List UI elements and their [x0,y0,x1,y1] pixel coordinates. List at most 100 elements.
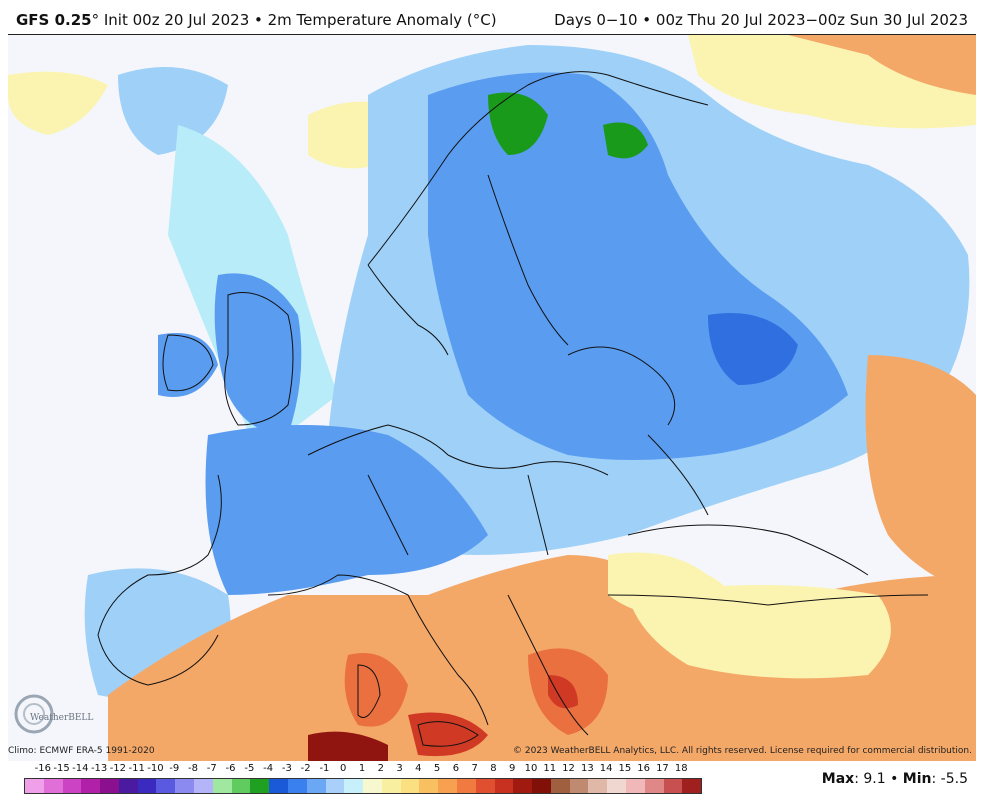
colorbar-segment [212,779,232,793]
colorbar-segment [438,779,457,793]
bothnia-coast [487,174,569,346]
italy-coast [267,574,489,726]
map-title: GFS 0.25° Init 00z 20 Jul 2023 • 2m Temp… [16,11,497,29]
coastlines [97,71,929,747]
copyright-notice: © 2023 WeatherBELL Analytics, LLC. All r… [513,746,972,756]
colorbar-segment [663,779,683,793]
colorbar-tick-label: -2 [300,763,311,774]
colorbar-segment [325,779,345,793]
ukraine-border [647,434,709,516]
colorbar-scale [24,778,702,794]
baltic-states-border [567,346,676,426]
black-sea-south-coast [607,594,929,606]
colorbar-tick-label: -6 [225,763,236,774]
colorbar-segment [682,779,702,793]
colorbar-segment [269,779,288,793]
ireland-coast [162,334,214,392]
colorbar-segment [532,779,551,793]
colorbar-segment [513,779,533,793]
map-canvas [8,35,976,761]
colorbar-tick-label: -7 [206,763,217,774]
colorbar-tick-label: -10 [147,763,164,774]
colorbar-tick-label: -16 [34,763,51,774]
very-cold-lapland [488,92,548,155]
header: GFS 0.25° Init 00z 20 Jul 2023 • 2m Temp… [0,0,984,34]
model-name: GFS 0.25 [16,11,92,29]
iberia-coast [97,474,222,686]
colorbar-tick-label: -13 [90,763,108,774]
sardinia-coast [357,664,381,718]
logo-inner-swirl [23,703,45,725]
colorbar-tick-label: 8 [490,763,497,774]
colorbar-tick-label: -11 [128,763,145,774]
warm-east-region [865,355,976,595]
colorbar-segment [156,779,176,793]
anomaly-map [8,34,976,761]
logo-text: WeatherBELL [30,713,93,723]
colorbar-tick-label: 17 [656,763,669,774]
max-value: 9.1 [863,771,886,787]
colorbar-tick-label: 4 [415,763,422,774]
hot-sardinia [344,653,408,727]
colorbar-tick-label: 14 [599,763,613,774]
colorbar-segment [626,779,645,793]
colorbar-segment [475,779,495,793]
period-label: Days 0−10 • 00z Thu 20 Jul 2023−00z Sun … [554,11,968,29]
very-cold-karelia [603,122,648,159]
central-europe-border [447,454,609,476]
colorbar-segment [381,779,401,793]
colorbar-tick-label: 3 [396,763,403,774]
colorbar-segment [118,779,138,793]
weatherbell-logo: WeatherBELL [14,694,93,734]
colorbar-segment [250,779,270,793]
colorbar-tick-label: -8 [188,763,198,774]
colorbar-tick-label: -12 [109,763,127,774]
degree-symbol: ° [91,11,100,29]
colorbar-tick-label: 11 [543,763,557,774]
max-min-separator: • [890,771,899,787]
logo-swirl-icon [14,694,54,734]
colorbar-tick-label: 15 [618,763,632,774]
colorbar-tick-label: -5 [244,763,255,774]
britain-coast [224,292,294,426]
colorbar-tick-label: -4 [263,763,274,774]
colorbar-segment [363,779,382,793]
colorbar-segment [81,779,101,793]
colorbar-tick-label: 0 [340,763,347,774]
colorbar-segment [194,779,213,793]
init-label: Init 00z 20 Jul 2023 • 2m Temperature An… [103,11,497,29]
scandinavia-coast [367,71,709,266]
colorbar-segment [62,779,82,793]
anomaly-region-warm-arctic-core [788,35,976,95]
colorbar-tick-label: -9 [169,763,180,774]
ireland-region [158,333,218,397]
colorbar-segment [231,779,251,793]
colorbar-segment [306,779,326,793]
poland-border [527,474,549,556]
colorbar-tick-label: 18 [674,763,688,774]
colorbar-segment [25,779,44,793]
sicily-coast [417,721,479,747]
colorbar-segment [456,779,476,793]
colorbar-segment [419,779,439,793]
colorbar-segment [494,779,514,793]
britain-region [214,273,302,435]
colorbar-tick-label: 1 [358,763,366,774]
france-germany-border [367,474,409,556]
colorbar-tick-label: 13 [580,763,594,774]
colorbar-segment [137,779,157,793]
min-value: -5.5 [940,771,968,787]
colorbar-tick-label: -15 [53,763,70,774]
colorbar-tick-label: 7 [471,763,478,774]
colorbar-tick-label: -3 [281,763,292,774]
colorbar-segment [100,779,119,793]
colorbar-segment [175,779,195,793]
max-label: Max [821,771,855,787]
colorbar-segment [607,779,626,793]
colorbar-segment [344,779,364,793]
colorbar-tick-label: 10 [524,763,538,774]
colorbar-tick-label: -14 [72,763,89,774]
colorbar-tick-label: 9 [509,763,516,774]
colorbar-segment [400,779,420,793]
iceland-region [118,67,228,155]
